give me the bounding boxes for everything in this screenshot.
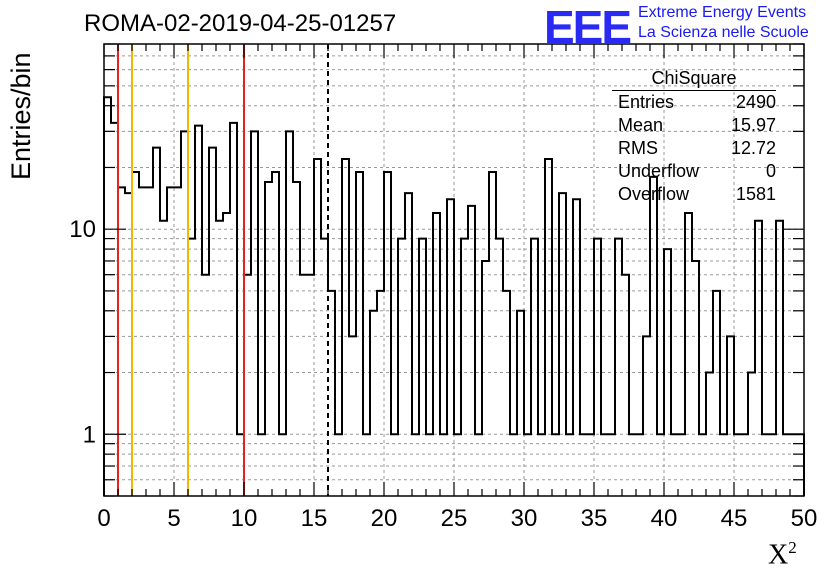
stats-label: Overflow bbox=[618, 184, 690, 204]
stats-row-underflow: Underflow 0 bbox=[612, 160, 776, 183]
x-tick-label: 40 bbox=[651, 505, 678, 532]
x-tick-label: 5 bbox=[167, 505, 180, 532]
stats-value: 2490 bbox=[735, 92, 776, 112]
y-axis-label: Entries/bin bbox=[6, 52, 36, 180]
y-tick-label: 10 bbox=[69, 216, 96, 243]
x-tick-label: 45 bbox=[721, 505, 748, 532]
y-tick-label: 1 bbox=[83, 421, 96, 448]
x-tick-label: 50 bbox=[791, 505, 818, 532]
page-title: ROMA-02-2019-04-25-01257 bbox=[84, 10, 397, 37]
x-tick-label: 10 bbox=[231, 505, 258, 532]
stats-value: 15.97 bbox=[730, 115, 776, 135]
x-axis-label-base: X bbox=[768, 539, 789, 571]
stats-row-overflow: Overflow 1581 bbox=[612, 183, 776, 206]
x-axis-label-superscript: 2 bbox=[788, 538, 797, 557]
stats-label: Entries bbox=[618, 92, 675, 112]
stats-row-entries: Entries 2490 bbox=[612, 91, 776, 114]
x-tick-label: 30 bbox=[511, 505, 538, 532]
stats-value: 1581 bbox=[735, 184, 776, 204]
stats-box: ChiSquare Entries 2490 Mean 15.97 RMS 12… bbox=[612, 68, 776, 206]
stats-value: 0 bbox=[765, 161, 776, 181]
stats-row-rms: RMS 12.72 bbox=[612, 137, 776, 160]
eee-logo: EEE bbox=[544, 1, 632, 53]
x-tick-label: 25 bbox=[441, 505, 468, 532]
x-tick-label: 20 bbox=[371, 505, 398, 532]
stats-label: RMS bbox=[618, 138, 658, 158]
x-axis-label: X2 bbox=[768, 538, 797, 571]
stats-label: Underflow bbox=[618, 161, 700, 181]
histogram-series bbox=[103, 96, 805, 496]
x-tick-label: 15 bbox=[301, 505, 328, 532]
stats-row-mean: Mean 15.97 bbox=[612, 114, 776, 137]
logo-line-2: La Scienza nelle Scuole bbox=[638, 24, 809, 41]
stats-title: ChiSquare bbox=[612, 68, 776, 91]
x-tick-label: 0 bbox=[97, 505, 110, 532]
x-tick-label: 35 bbox=[581, 505, 608, 532]
stats-label: Mean bbox=[618, 115, 664, 135]
logo-line-1: Extreme Energy Events bbox=[638, 4, 807, 21]
stats-value: 12.72 bbox=[730, 138, 776, 158]
